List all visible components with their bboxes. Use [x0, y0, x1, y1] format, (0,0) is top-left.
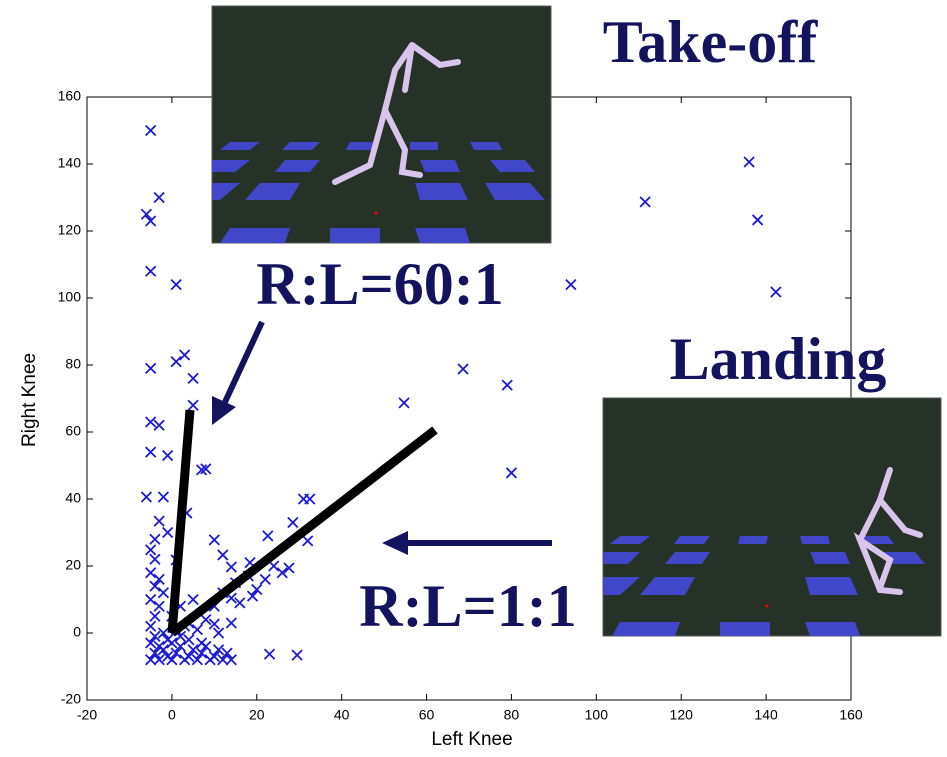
point — [188, 400, 198, 410]
point — [640, 197, 650, 207]
point — [502, 380, 512, 390]
x-tick-label: 120 — [670, 707, 694, 723]
point — [753, 215, 763, 225]
point — [184, 635, 194, 645]
point — [163, 528, 173, 538]
point — [150, 611, 160, 621]
x-tick-label: 40 — [334, 707, 350, 723]
point — [288, 517, 298, 527]
point — [188, 595, 198, 605]
point — [226, 618, 236, 628]
y-tick-label: 120 — [58, 222, 82, 238]
point — [506, 468, 516, 478]
y-tick-label: 40 — [65, 490, 81, 506]
x-tick-label: 80 — [504, 707, 520, 723]
point — [263, 531, 273, 541]
point — [277, 568, 287, 578]
point — [150, 534, 160, 544]
point — [188, 373, 198, 383]
point — [744, 157, 754, 167]
point — [167, 638, 177, 648]
y-tick-label: 20 — [65, 557, 81, 573]
point — [226, 562, 236, 572]
x-tick-label: 100 — [585, 707, 609, 723]
point — [158, 588, 168, 598]
ratio-line — [172, 410, 190, 633]
y-tick-label: 0 — [73, 624, 81, 640]
x-tick-label: 160 — [839, 707, 863, 723]
point — [163, 450, 173, 460]
point — [158, 492, 168, 502]
point — [146, 363, 156, 373]
point — [146, 417, 156, 427]
point — [146, 568, 156, 578]
point — [150, 554, 160, 564]
point — [146, 266, 156, 276]
arrow — [212, 322, 262, 425]
x-tick-label: 60 — [419, 707, 435, 723]
point — [192, 625, 202, 635]
point — [146, 545, 156, 555]
y-tick-label: 80 — [65, 356, 81, 372]
point — [146, 621, 156, 631]
y-tick-label: -20 — [61, 691, 81, 707]
point — [265, 649, 275, 659]
point — [146, 126, 156, 136]
annotation: Take-off — [603, 9, 818, 75]
point — [141, 492, 151, 502]
y-tick-label: 140 — [58, 155, 82, 171]
point — [284, 563, 294, 573]
point — [771, 287, 781, 297]
annotation: R:L=1:1 — [359, 573, 577, 639]
point — [566, 280, 576, 290]
x-tick-label: 20 — [249, 707, 265, 723]
landing-image — [603, 398, 941, 636]
x-tick-label: -20 — [77, 707, 97, 723]
point — [154, 516, 164, 526]
annotation: R:L=60:1 — [256, 251, 504, 317]
point — [154, 601, 164, 611]
takeoff-image — [212, 6, 551, 243]
point — [171, 280, 181, 290]
point — [171, 357, 181, 367]
point — [303, 536, 313, 546]
point — [154, 420, 164, 430]
y-axis-label: Right Knee — [19, 353, 40, 447]
point — [214, 628, 224, 638]
x-axis-label: Left Knee — [431, 729, 512, 750]
annotation: Landing — [670, 326, 887, 392]
point — [146, 595, 156, 605]
y-tick-label: 160 — [58, 88, 82, 104]
point — [305, 494, 315, 504]
point — [399, 398, 409, 408]
y-tick-label: 60 — [65, 423, 81, 439]
point — [260, 574, 270, 584]
point — [154, 193, 164, 203]
arrow — [382, 531, 552, 555]
point — [146, 447, 156, 457]
chart: -20 0 20 40 60 80 100 120 140 160 -20 0 20 40 60 80 100 1… — [0, 0, 947, 752]
point — [218, 550, 228, 560]
point — [180, 350, 190, 360]
y-tick-label: 100 — [58, 289, 82, 305]
point — [458, 364, 468, 374]
point — [197, 638, 207, 648]
point — [292, 650, 302, 660]
point — [209, 535, 219, 545]
x-tick-label: 140 — [754, 707, 778, 723]
x-tick-label: 0 — [168, 707, 176, 723]
